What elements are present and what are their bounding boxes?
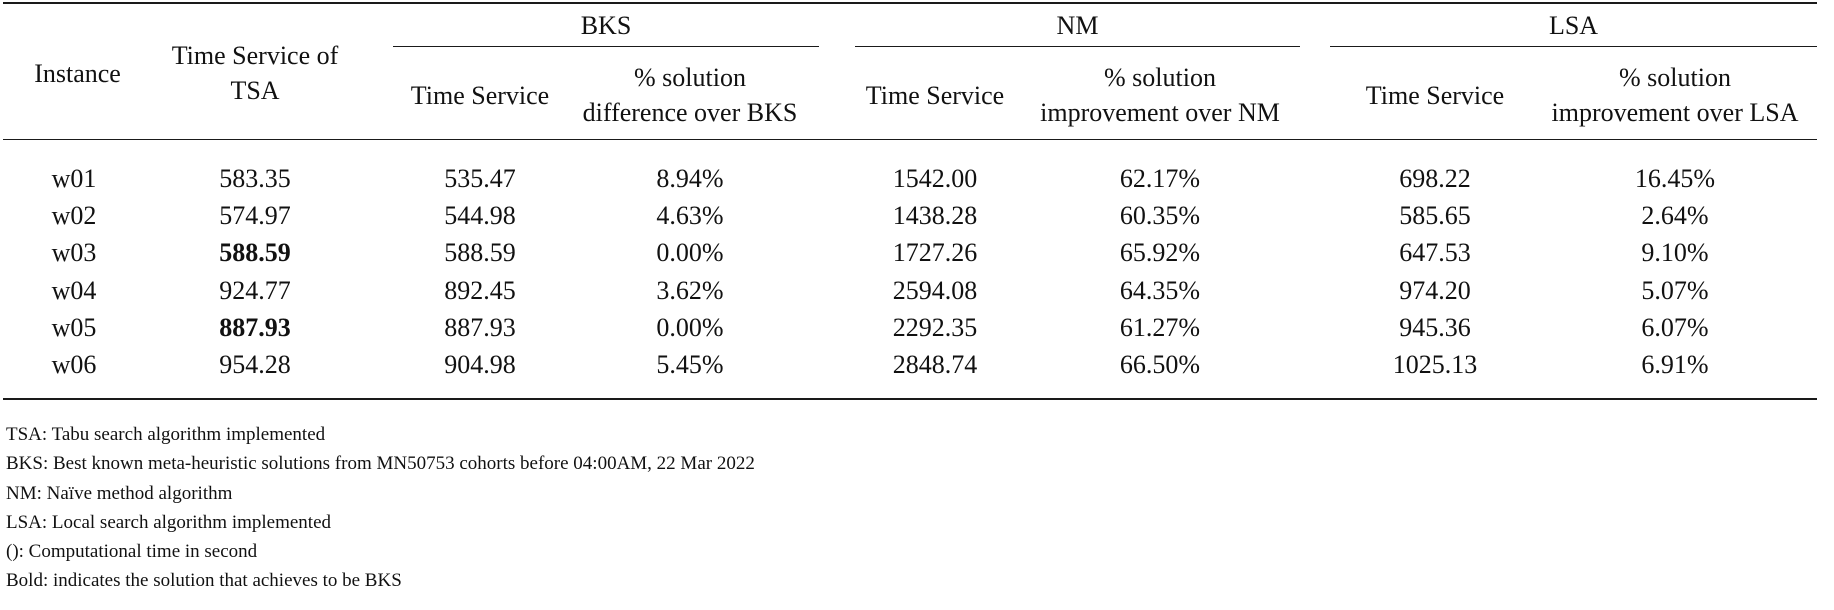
cell-lsa-time: 1025.13 <box>1392 350 1478 379</box>
cell-tsa-time: 954.28 <box>219 350 291 379</box>
cell-lsa-pct: 6.07% <box>1641 313 1709 342</box>
col-header-nm-pct-line1: % solution <box>1104 63 1216 92</box>
cell-lsa-time: 945.36 <box>1399 313 1471 342</box>
cell-lsa-pct: 16.45% <box>1634 164 1716 193</box>
col-header-bks-pct-line2: difference over BKS <box>582 98 798 127</box>
col-header-lsa-pct-line2: improvement over LSA <box>1551 98 1799 127</box>
cell-instance: w02 <box>51 201 97 230</box>
cell-lsa-time: 974.20 <box>1399 276 1471 305</box>
note-tsa: TSA: Tabu search algorithm implemented <box>6 424 326 445</box>
cell-tsa-time: 588.59 <box>219 238 291 267</box>
nm-group-rule <box>855 46 1300 47</box>
cell-instance: w01 <box>51 164 97 193</box>
cell-instance: w05 <box>51 313 97 342</box>
cell-instance: w04 <box>51 276 97 305</box>
cell-nm-time: 1542.00 <box>892 164 978 193</box>
cell-tsa-time: 583.35 <box>219 164 291 193</box>
cell-bks-time: 544.98 <box>444 201 516 230</box>
col-header-instance: Instance <box>34 59 121 88</box>
col-header-lsa-pct: % solution improvement over LSA <box>1530 60 1820 130</box>
col-header-nm-pct: % solution improvement over NM <box>1020 60 1300 130</box>
cell-bks-pct: 8.94% <box>656 164 724 193</box>
note-parentheses: (): Computational time in second <box>6 541 258 563</box>
note-bold: Bold: indicates the solution that achiev… <box>6 570 402 592</box>
cell-instance: w06 <box>51 350 97 379</box>
header-bottom-rule <box>3 139 1817 140</box>
cell-lsa-pct: 5.07% <box>1641 276 1709 305</box>
col-header-lsa-time: Time Service <box>1365 81 1505 110</box>
cell-nm-time: 2594.08 <box>892 276 978 305</box>
cell-nm-pct: 60.35% <box>1119 201 1201 230</box>
cell-nm-time: 2848.74 <box>892 350 978 379</box>
cell-lsa-pct: 2.64% <box>1641 201 1709 230</box>
col-header-tsa-time-line1: Time Service of <box>171 41 339 70</box>
cell-bks-time: 887.93 <box>444 313 516 342</box>
cell-bks-pct: 0.00% <box>656 313 724 342</box>
bks-group-rule <box>393 46 819 47</box>
cell-nm-pct: 61.27% <box>1119 313 1201 342</box>
note-lsa: LSA: Local search algorithm implemented <box>6 511 332 533</box>
cell-nm-time: 1438.28 <box>892 201 978 230</box>
note-bks: BKS: Best known meta-heuristic solutions… <box>6 453 755 475</box>
cell-bks-time: 588.59 <box>444 238 516 267</box>
table-bottom-rule <box>3 398 1817 400</box>
cell-tsa-time: 574.97 <box>219 201 291 230</box>
table-notes: TSA: Tabu search algorithm implemented B… <box>6 420 755 596</box>
cell-lsa-time: 585.65 <box>1399 201 1471 230</box>
cell-tsa-time: 924.77 <box>219 276 291 305</box>
col-header-bks-pct-line1: % solution <box>634 63 746 92</box>
cell-lsa-pct: 6.91% <box>1641 350 1709 379</box>
cell-lsa-time: 698.22 <box>1399 164 1471 193</box>
cell-nm-time: 1727.26 <box>892 238 978 267</box>
col-header-tsa-time: Time Service of TSA <box>155 38 355 108</box>
cell-instance: w03 <box>51 238 97 267</box>
col-header-nm-time: Time Service <box>865 81 1005 110</box>
col-header-nm-pct-line2: improvement over NM <box>1040 98 1280 127</box>
cell-nm-pct: 65.92% <box>1119 238 1201 267</box>
cell-bks-pct: 5.45% <box>656 350 724 379</box>
cell-bks-time: 892.45 <box>444 276 516 305</box>
cell-lsa-pct: 9.10% <box>1641 238 1709 267</box>
col-header-bks-time: Time Service <box>410 81 550 110</box>
cell-bks-pct: 4.63% <box>656 201 724 230</box>
table-top-rule <box>3 2 1817 4</box>
cell-nm-pct: 64.35% <box>1119 276 1201 305</box>
cell-bks-time: 904.98 <box>444 350 516 379</box>
cell-lsa-time: 647.53 <box>1399 238 1471 267</box>
cell-nm-pct: 66.50% <box>1119 350 1201 379</box>
cell-nm-time: 2292.35 <box>892 313 978 342</box>
lsa-group-rule <box>1330 46 1817 47</box>
note-nm: NM: Naïve method algorithm <box>6 482 233 504</box>
col-header-bks-pct: % solution difference over BKS <box>565 60 815 130</box>
col-header-lsa-pct-line1: % solution <box>1619 63 1731 92</box>
col-header-tsa-time-line2: TSA <box>230 76 280 105</box>
cell-bks-pct: 0.00% <box>656 238 724 267</box>
group-header-lsa: LSA <box>1548 11 1599 40</box>
cell-tsa-time: 887.93 <box>219 313 291 342</box>
cell-nm-pct: 62.17% <box>1119 164 1201 193</box>
cell-bks-pct: 3.62% <box>656 276 724 305</box>
group-header-bks: BKS <box>580 11 632 40</box>
cell-bks-time: 535.47 <box>444 164 516 193</box>
group-header-nm: NM <box>1056 11 1099 40</box>
